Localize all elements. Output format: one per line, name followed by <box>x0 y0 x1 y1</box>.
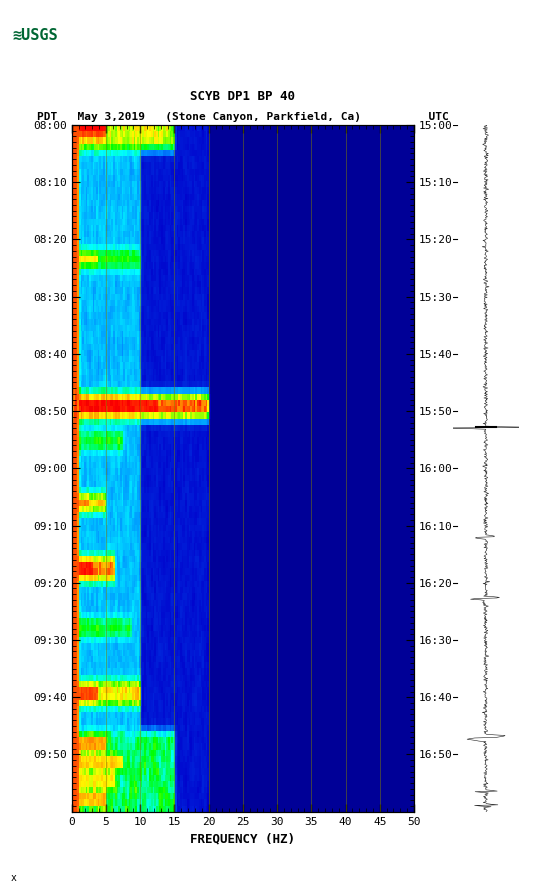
Text: ≋USGS: ≋USGS <box>12 29 58 43</box>
X-axis label: FREQUENCY (HZ): FREQUENCY (HZ) <box>190 832 295 845</box>
Text: x: x <box>11 873 17 883</box>
Text: PDT   May 3,2019   (Stone Canyon, Parkfield, Ca)          UTC: PDT May 3,2019 (Stone Canyon, Parkfield,… <box>37 112 449 121</box>
Text: SCYB DP1 BP 40: SCYB DP1 BP 40 <box>190 89 295 103</box>
